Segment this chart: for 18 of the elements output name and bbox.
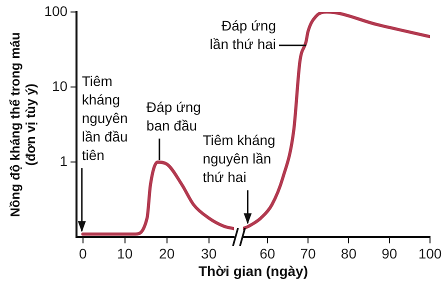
x-tick-label: 10 <box>117 245 133 262</box>
y-tick-label: 1 <box>60 152 68 169</box>
x-tick-label: 30 <box>201 245 217 262</box>
x-tick-label: 100 <box>418 245 442 262</box>
x-tick-label: 20 <box>159 245 175 262</box>
annotation: Tiêm kháng nguyên lần đầu tiên <box>82 72 128 163</box>
x-tick-label: 0 <box>78 245 87 262</box>
x-tick-label: 70 <box>300 245 316 262</box>
x-tick-label: 80 <box>340 245 357 262</box>
x-axis-title: Thời gian (ngày) <box>198 263 310 280</box>
annotation: Đáp ứng lần thứ hai <box>210 18 276 52</box>
y-tick-label: 10 <box>52 78 68 94</box>
annotation: Tiêm kháng nguyên lần thứ hai <box>202 132 276 186</box>
y-tick-label: 100 <box>44 2 68 19</box>
y-axis-title: Nồng độ kháng thể trong máu (đơn vị tùy ý) <box>7 32 38 218</box>
x-tick-label: 60 <box>260 245 276 262</box>
x-tick-label: 90 <box>382 245 398 262</box>
annotation: Đáp ứng ban đầu <box>146 98 201 134</box>
